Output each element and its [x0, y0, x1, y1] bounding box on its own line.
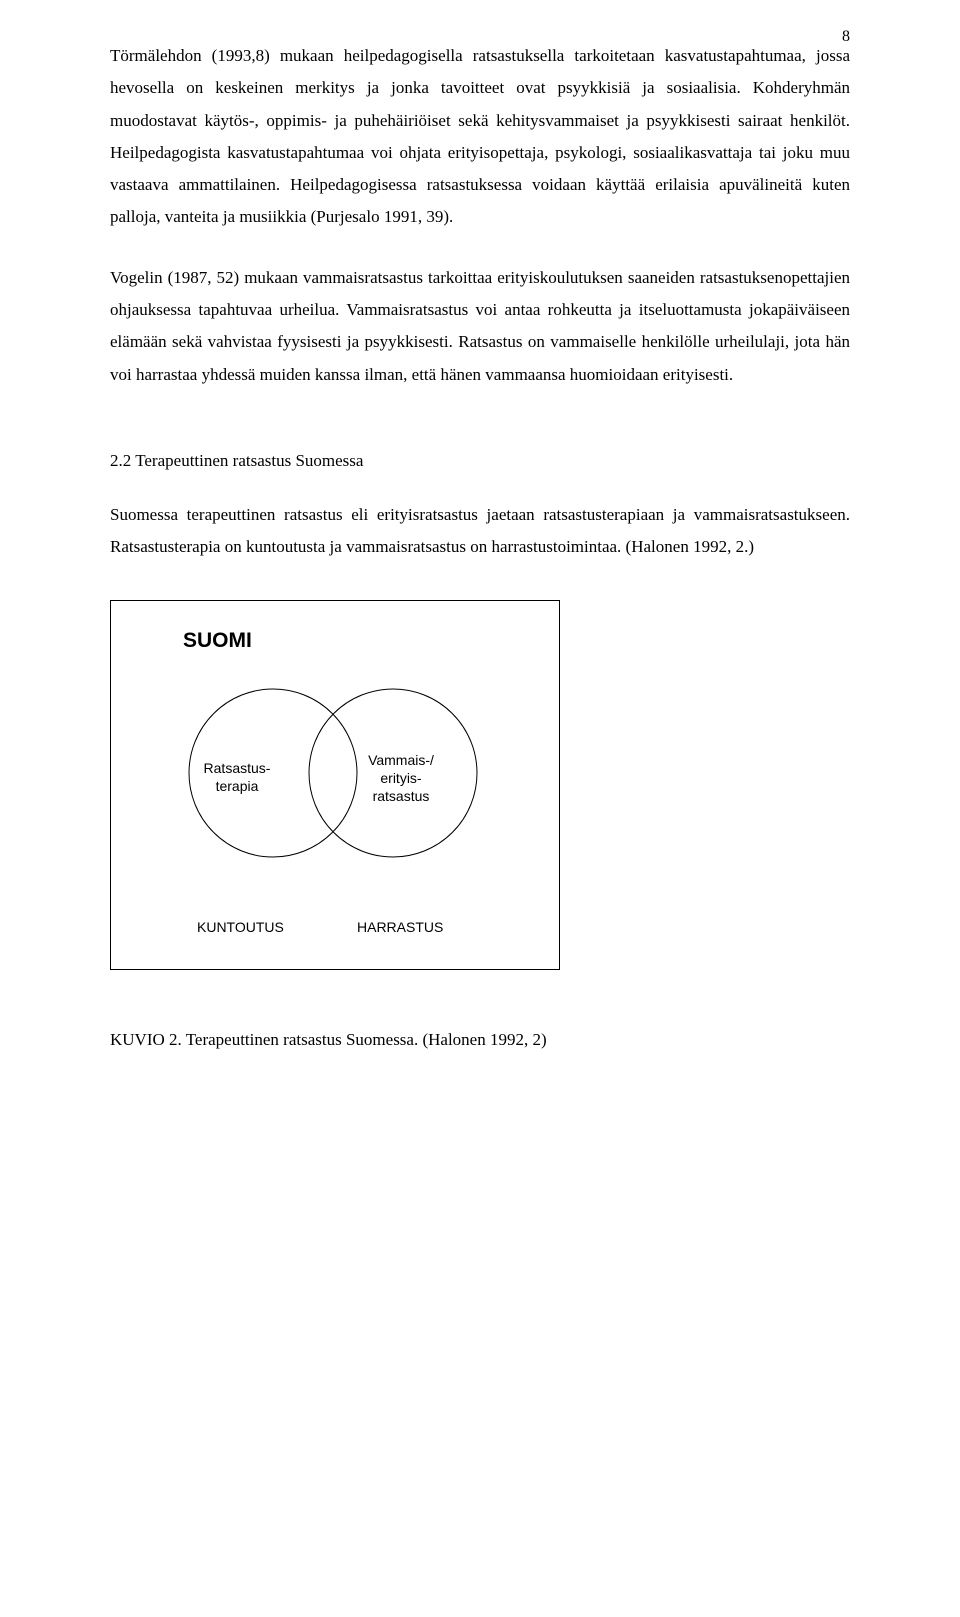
- circle-left-label-line2: terapia: [216, 778, 259, 794]
- paragraph-2: Vogelin (1987, 52) mukaan vammaisratsast…: [110, 262, 850, 391]
- paragraph-1: Törmälehdon (1993,8) mukaan heilpedagogi…: [110, 40, 850, 234]
- section-heading: 2.2 Terapeuttinen ratsastus Suomessa: [110, 451, 850, 471]
- venn-diagram-box: SUOMI Ratsastus- terapia Vammais-/ erity…: [110, 600, 560, 970]
- circle-right-label-line3: ratsastus: [373, 788, 430, 804]
- circle-right-label-line2: erityis-: [380, 770, 421, 786]
- figure-caption: KUVIO 2. Terapeuttinen ratsastus Suomess…: [110, 1030, 850, 1050]
- circle-left-label: Ratsastus- terapia: [197, 759, 277, 795]
- diagram-title: SUOMI: [183, 629, 252, 653]
- document-page: 8 Törmälehdon (1993,8) mukaan heilpedago…: [0, 0, 960, 1617]
- page-number: 8: [842, 28, 850, 46]
- bottom-label-right: HARRASTUS: [357, 919, 443, 935]
- paragraph-3: Suomessa terapeuttinen ratsastus eli eri…: [110, 499, 850, 564]
- bottom-label-left: KUNTOUTUS: [197, 919, 284, 935]
- circle-right-label: Vammais-/ erityis- ratsastus: [361, 751, 441, 806]
- circle-right-label-line1: Vammais-/: [368, 752, 434, 768]
- circle-left-label-line1: Ratsastus-: [204, 760, 271, 776]
